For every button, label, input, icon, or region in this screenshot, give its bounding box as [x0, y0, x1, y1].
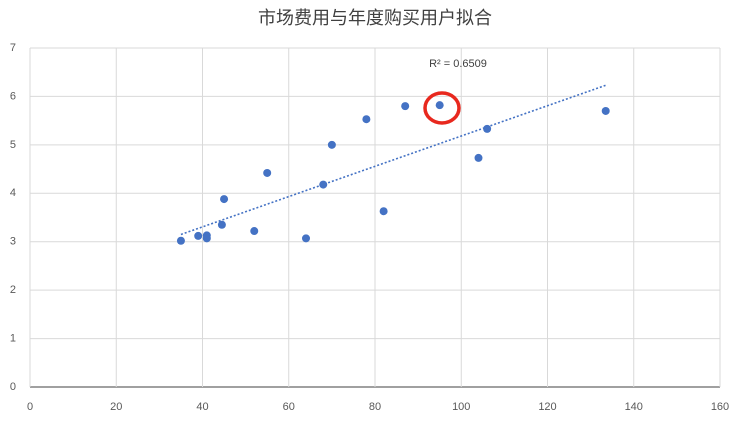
- point: [217, 220, 226, 229]
- point: [401, 102, 410, 111]
- y-tick-label: 3: [10, 236, 16, 248]
- point: [202, 234, 211, 243]
- point: [194, 231, 203, 240]
- x-tick-label: 80: [369, 401, 381, 413]
- x-tick-label: 120: [538, 401, 556, 413]
- point: [263, 168, 272, 177]
- point: [601, 106, 610, 115]
- x-tick-label: 60: [283, 401, 295, 413]
- y-tick-label: 6: [10, 90, 16, 102]
- x-tick-label: 160: [711, 401, 729, 413]
- y-tick-label: 4: [10, 187, 16, 199]
- point: [319, 180, 328, 189]
- y-tick-label: 0: [10, 381, 16, 393]
- point: [250, 227, 259, 236]
- y-tick-label: 2: [10, 284, 16, 296]
- point: [176, 236, 185, 245]
- point: [474, 153, 483, 162]
- y-tick-label: 7: [10, 42, 16, 54]
- point: [483, 124, 492, 133]
- x-tick-label: 40: [196, 401, 208, 413]
- point: [379, 207, 388, 216]
- x-tick-label: 0: [27, 401, 33, 413]
- point: [302, 234, 310, 243]
- point: [362, 115, 371, 124]
- chart-title: 市场费用与年度购买用户拟合: [258, 8, 492, 28]
- point: [327, 140, 336, 149]
- y-tick-label: 5: [10, 139, 16, 151]
- x-tick-label: 140: [625, 401, 643, 413]
- point: [435, 101, 444, 110]
- trendline: [180, 84, 606, 236]
- x-tick-label: 20: [110, 401, 122, 413]
- y-tick-label: 1: [10, 332, 16, 344]
- x-tick-label: 100: [452, 401, 470, 413]
- highlight-circle: [423, 91, 461, 125]
- annotation: R² = 0.6509: [429, 58, 487, 70]
- point: [220, 195, 229, 204]
